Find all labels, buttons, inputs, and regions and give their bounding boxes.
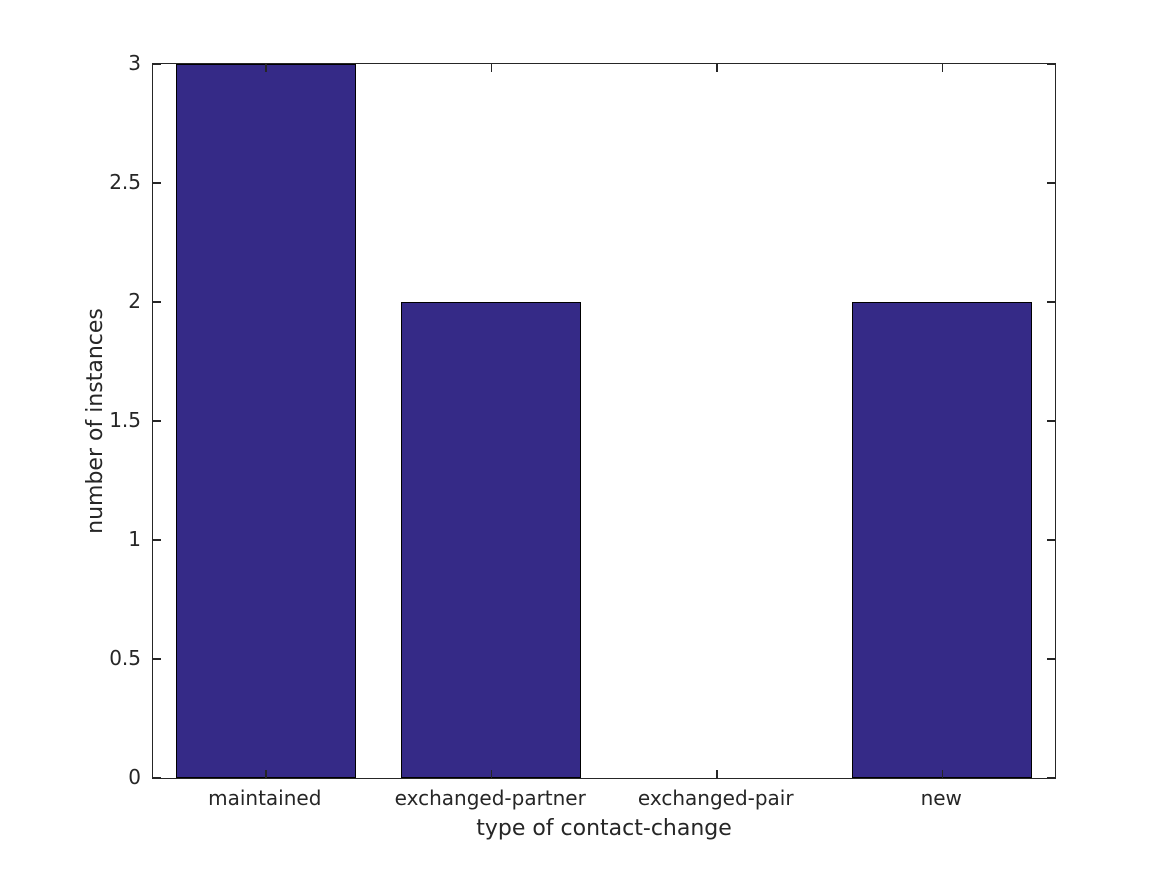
y-tick-label-0: 0: [128, 765, 141, 789]
y-tick-left: [153, 777, 161, 779]
x-tick-label-maintained: maintained: [208, 786, 322, 810]
y-tick-right: [1047, 182, 1055, 184]
y-tick-left: [153, 301, 161, 303]
y-tick-left: [153, 63, 161, 65]
y-tick-left: [153, 420, 161, 422]
y-tick-right: [1047, 301, 1055, 303]
x-tick-bottom: [490, 770, 492, 778]
y-tick-right: [1047, 658, 1055, 660]
y-tick-right: [1047, 63, 1055, 65]
plot-area: [152, 63, 1056, 779]
x-tick-label-exchanged-partner: exchanged-partner: [394, 786, 586, 810]
x-tick-top: [490, 64, 492, 72]
x-tick-top: [265, 64, 267, 72]
bar-exchanged-partner: [401, 302, 582, 778]
x-tick-bottom: [941, 770, 943, 778]
x-tick-top: [941, 64, 943, 72]
x-tick-label-new: new: [920, 786, 962, 810]
y-tick-label-2.5: 2.5: [109, 170, 141, 194]
y-tick-label-1.5: 1.5: [109, 408, 141, 432]
y-tick-left: [153, 539, 161, 541]
x-tick-top: [716, 64, 718, 72]
y-tick-right: [1047, 777, 1055, 779]
y-tick-right: [1047, 420, 1055, 422]
y-axis-label: number of instances: [83, 308, 108, 534]
y-tick-right: [1047, 539, 1055, 541]
bar-new: [852, 302, 1033, 778]
bar-maintained: [175, 64, 356, 778]
x-tick-label-exchanged-pair: exchanged-pair: [637, 786, 794, 810]
y-tick-label-2: 2: [128, 289, 141, 313]
x-axis-label: type of contact-change: [476, 816, 732, 841]
y-tick-label-0.5: 0.5: [109, 646, 141, 670]
x-tick-bottom: [265, 770, 267, 778]
y-tick-left: [153, 658, 161, 660]
y-tick-left: [153, 182, 161, 184]
x-tick-bottom: [716, 770, 718, 778]
y-tick-label-1: 1: [128, 527, 141, 551]
y-tick-label-3: 3: [128, 51, 141, 75]
